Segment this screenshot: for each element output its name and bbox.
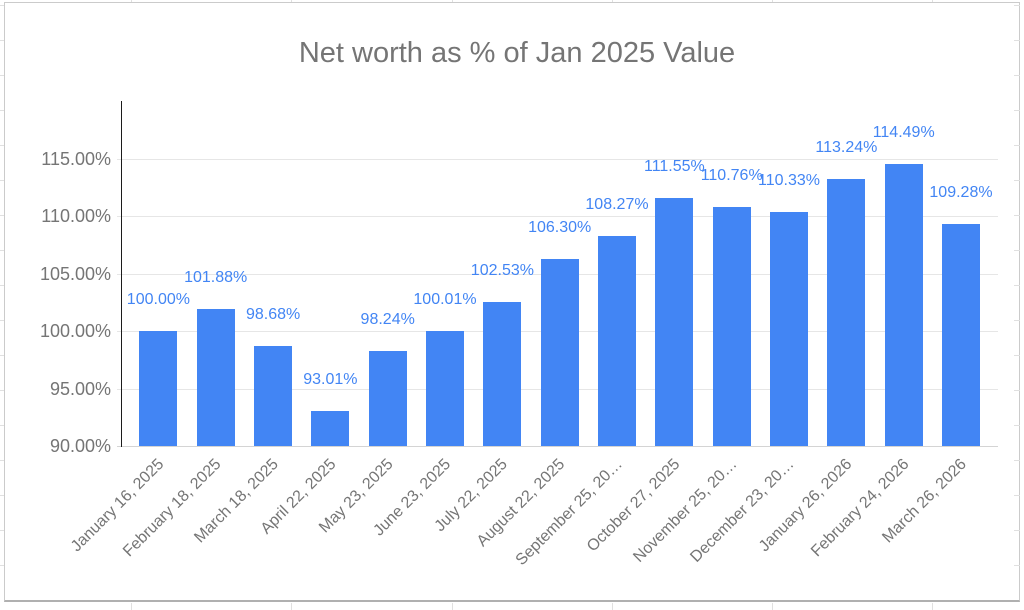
sheet-gridline (1014, 565, 1020, 566)
bar[interactable] (368, 351, 407, 446)
bar-value-label: 98.68% (245, 306, 301, 324)
bar[interactable] (196, 309, 235, 446)
sheet-gridline (1014, 460, 1020, 461)
bar[interactable] (770, 212, 808, 446)
sheet-gridline (1014, 40, 1020, 41)
sheet-gridline (1014, 5, 1020, 6)
bar[interactable] (139, 331, 178, 446)
bar-value-label: 100.01% (413, 290, 477, 308)
bar[interactable] (827, 178, 866, 446)
sheet-gridline (772, 603, 773, 610)
sheet-gridline (0, 40, 4, 41)
sheet-gridline (932, 0, 933, 2)
bar-value-label: 101.88% (184, 269, 248, 287)
bar-value-label: 114.49% (872, 124, 935, 142)
x-axis-category-label: February 24, 2026 (807, 455, 913, 561)
x-axis-category-label: September 25, 20… (512, 455, 626, 569)
sheet-gridline (1014, 250, 1020, 251)
x-axis-category-label: December 23, 20… (687, 455, 798, 566)
sheet-gridline (131, 0, 132, 2)
sheet-gridline (0, 565, 4, 566)
sheet-gridline (452, 0, 453, 2)
sheet-gridline (612, 0, 613, 2)
bar[interactable] (655, 198, 694, 446)
y-axis-line (121, 101, 122, 447)
sheet-gridline (0, 250, 4, 251)
sheet-gridline (0, 355, 4, 356)
bar[interactable] (540, 258, 579, 446)
chart-title: Net worth as % of Jan 2025 Value (298, 37, 736, 69)
x-axis-category-label: November 25, 20… (630, 455, 741, 566)
sheet-gridline (0, 215, 4, 216)
sheet-gridline (1014, 75, 1020, 76)
sheet-gridline (772, 0, 773, 2)
sheet-gridline (0, 320, 4, 321)
sheet-gridline (0, 460, 4, 461)
bar[interactable] (311, 411, 350, 446)
bar-value-label: 98.24% (360, 311, 415, 329)
bar-value-label: 110.76% (700, 167, 763, 185)
bar-value-label: 93.01% (303, 371, 358, 389)
sheet-gridline (0, 285, 4, 286)
sheet-gridline (1014, 215, 1020, 216)
sheet-gridline (131, 603, 132, 610)
bar[interactable] (483, 301, 522, 446)
sheet-gridline (0, 180, 4, 181)
sheet-gridline (0, 75, 4, 76)
gridline (117, 159, 998, 160)
sheet-gridline (1014, 285, 1020, 286)
sheet-gridline (1014, 180, 1020, 181)
x-baseline (117, 446, 998, 447)
y-axis-tick-label: 100.00% (39, 321, 111, 341)
gridline (117, 216, 998, 217)
sheet-gridline (612, 603, 613, 610)
bar[interactable] (712, 207, 751, 446)
bar-value-label: 111.55% (643, 158, 705, 176)
y-axis-tick-label: 110.00% (41, 206, 111, 226)
sheet-gridline (0, 5, 4, 6)
sheet-gridline (1014, 425, 1020, 426)
sheet-gridline (0, 145, 4, 146)
y-axis-tick-label: 90.00% (49, 436, 111, 456)
sheet-gridline (1014, 320, 1020, 321)
bar-value-label: 106.30% (528, 218, 592, 236)
sheet-gridline (291, 603, 292, 610)
bar-value-label: 102.53% (470, 261, 534, 279)
chart-card[interactable]: Net worth as % of Jan 2025 Value 115.00%… (4, 2, 1020, 602)
sheet-gridline (291, 0, 292, 2)
sheet-gridline (0, 110, 4, 111)
y-axis-tick-label: 115.00% (41, 149, 111, 169)
bar[interactable] (426, 330, 464, 446)
sheet-gridline (1014, 390, 1020, 391)
sheet-gridline (0, 425, 4, 426)
sheet-gridline (1014, 110, 1020, 111)
x-axis-category-label: February 18, 2025 (119, 455, 225, 561)
bar[interactable] (942, 224, 980, 446)
bar-value-label: 110.33% (758, 172, 820, 190)
sheet-gridline (1014, 495, 1020, 496)
bar-value-label: 113.24% (815, 138, 878, 156)
sheet-gridline (0, 530, 4, 531)
bar[interactable] (254, 346, 293, 446)
sheet-gridline (0, 390, 4, 391)
sheet-gridline (452, 603, 453, 610)
bar[interactable] (884, 164, 923, 446)
bar-value-label: 100.00% (126, 291, 190, 308)
y-axis-tick-label: 95.00% (49, 379, 111, 399)
sheet-gridline (0, 495, 4, 496)
bar-value-label: 108.27% (585, 195, 649, 213)
sheet-gridline (1014, 145, 1020, 146)
sheet-gridline (932, 603, 933, 610)
sheet-gridline (1014, 530, 1020, 531)
bar-value-label: 109.28% (929, 184, 993, 202)
bar[interactable] (598, 235, 636, 446)
sheet-gridline (1014, 355, 1020, 356)
y-axis-tick-label: 105.00% (39, 264, 111, 284)
